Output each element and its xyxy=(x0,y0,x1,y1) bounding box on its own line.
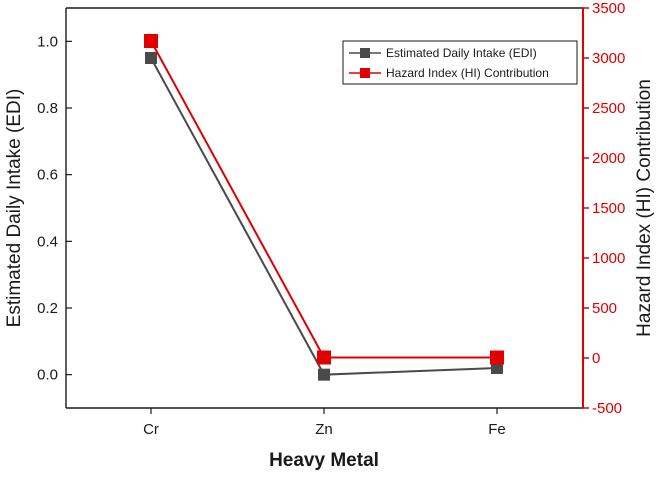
y2-tick-label: 3000 xyxy=(592,50,625,67)
series xyxy=(144,34,504,381)
x-tick-label: Zn xyxy=(315,421,333,438)
edi-point-cr xyxy=(145,52,157,64)
y2-tick-label: 1000 xyxy=(592,250,625,267)
legend-hi-label: Hazard Index (HI) Contribution xyxy=(386,66,549,80)
legend-item-edi: Estimated Daily Intake (EDI) xyxy=(349,46,537,60)
y2-tick-label: -500 xyxy=(592,400,622,417)
legend-box xyxy=(342,40,578,85)
y-axis-label: Estimated Daily Intake (EDI) xyxy=(4,89,25,328)
edi-point-zn xyxy=(318,368,330,381)
legend: Estimated Daily Intake (EDI) Hazard Inde… xyxy=(342,40,578,85)
x-tick-label: Fe xyxy=(488,421,506,438)
hi-point-fe xyxy=(490,350,504,365)
x-tick-label: Cr xyxy=(143,421,159,438)
y-tick-label: 1.0 xyxy=(37,33,58,50)
edi-series-line xyxy=(150,57,498,376)
legend-item-hi: Hazard Index (HI) Contribution xyxy=(349,66,549,80)
y2-axis-label: Hazard Index (HI) Contribution xyxy=(634,79,655,337)
hi-point-zn xyxy=(317,350,331,365)
legend-hi-marker xyxy=(360,68,370,78)
y2-tick-label: 0 xyxy=(592,350,600,367)
legend-edi-label: Estimated Daily Intake (EDI) xyxy=(386,46,537,60)
x-axis-label: Heavy Metal xyxy=(269,450,379,471)
y2-tick-label: 2500 xyxy=(592,100,625,117)
hi-point-cr xyxy=(144,34,158,48)
y-tick-label: 0.0 xyxy=(37,367,58,384)
y2-tick-label: 1500 xyxy=(592,200,625,217)
hi-series-line xyxy=(150,40,497,359)
y2-tick-label: 2000 xyxy=(592,150,625,167)
y-tick-label: 0.6 xyxy=(37,167,58,184)
y-tick-label: 0.8 xyxy=(37,100,58,117)
legend-edi-marker xyxy=(360,48,370,58)
edi-point-fe xyxy=(491,362,503,374)
y-tick-label: 0.4 xyxy=(37,233,58,250)
y2-tick-label: 500 xyxy=(592,300,617,317)
y2-tick-label: 3500 xyxy=(592,0,625,17)
y-tick-label: 0.2 xyxy=(37,300,58,317)
ticks: 0.0 0.2 0.4 0.6 0.8 1.0 -500 0 500 1000 1500 2000 25… xyxy=(37,0,625,438)
